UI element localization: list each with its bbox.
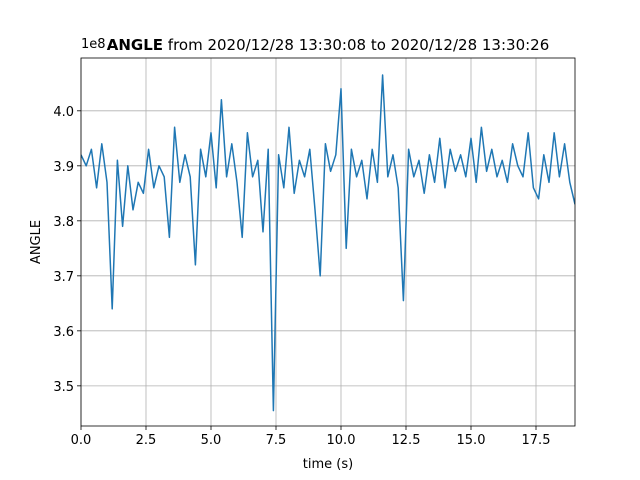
x-tick-label: 12.5 — [392, 433, 421, 448]
y-tick-label: 3.5 — [53, 380, 74, 395]
plot-frame — [80, 57, 576, 427]
x-tick-label: 0.0 — [71, 433, 92, 448]
y-tick-label: 3.9 — [53, 160, 74, 175]
y-tick-label: 4.0 — [53, 105, 74, 120]
x-tick-label: 10.0 — [327, 433, 356, 448]
title-bold: ANGLE — [107, 36, 163, 54]
x-tick-label: 15.0 — [457, 433, 486, 448]
chart-title: ANGLE from 2020/12/28 13:30:08 to 2020/1… — [107, 36, 550, 54]
y-axis-label: ANGLE — [29, 220, 44, 264]
x-tick-label: 2.5 — [136, 433, 157, 448]
x-tick-label: 17.5 — [522, 433, 551, 448]
y-tick-label: 3.6 — [53, 325, 74, 340]
x-tick-label: 7.5 — [266, 433, 287, 448]
x-tick-label: 5.0 — [201, 433, 222, 448]
y-tick-label: 3.8 — [53, 215, 74, 230]
data-line — [81, 74, 575, 412]
y-tick-label: 3.7 — [53, 270, 74, 285]
title-rest: from 2020/12/28 13:30:08 to 2020/12/28 1… — [168, 36, 549, 54]
y-offset-label: 1e8 — [81, 37, 106, 52]
x-axis-label: time (s) — [303, 457, 353, 472]
